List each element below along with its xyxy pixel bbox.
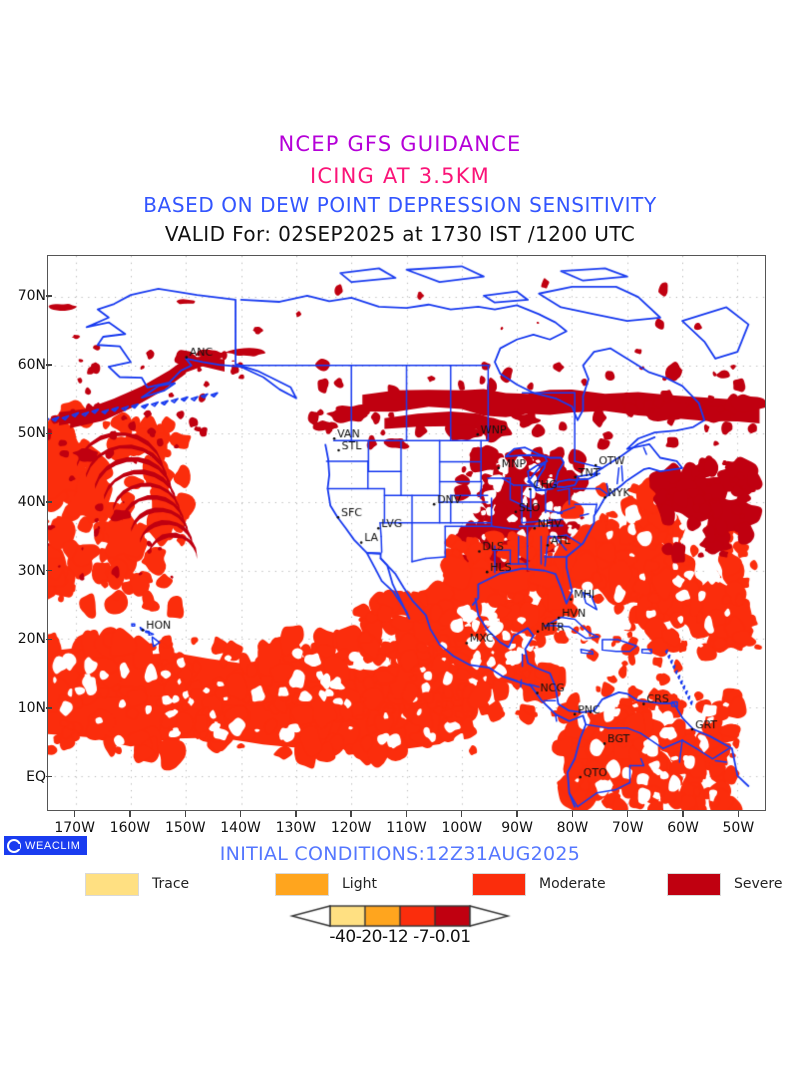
x-axis-tick-label: 100W <box>441 820 483 836</box>
x-axis-tick <box>184 811 186 817</box>
y-axis-tick-label: 50N <box>17 425 46 442</box>
x-axis-tick <box>627 811 629 817</box>
chart-valid-time: VALID For: 02SEP2025 at 1730 IST /1200 U… <box>164 222 636 246</box>
map-plot-area[interactable] <box>47 255 766 811</box>
x-axis-tick-label: 150W <box>164 820 206 836</box>
x-axis-tick-label: 90W <box>501 820 533 836</box>
x-axis-tick <box>129 811 131 817</box>
x-axis-tick-label: 110W <box>386 820 427 836</box>
y-axis-tick-label: 40N <box>17 494 46 511</box>
legend-item-moderate: Moderate <box>472 872 606 896</box>
legend-label: Trace <box>152 876 190 892</box>
x-axis-tick <box>461 811 463 817</box>
y-axis-tick <box>46 775 52 778</box>
x-axis-tick <box>239 811 242 817</box>
chart-title-model: NCEP GFS GUIDANCE <box>278 132 522 156</box>
x-axis-tick-label: 50W <box>722 820 755 836</box>
x-axis-tick-label: 80W <box>556 820 589 836</box>
x-axis-tick <box>73 811 76 817</box>
y-axis-tick-label: 60N <box>17 356 46 373</box>
legend-swatch <box>85 872 139 896</box>
x-axis-tick <box>295 811 297 817</box>
colorbar: -40-20-12 -7-0.01 <box>286 902 514 948</box>
legend-item-trace: Trace <box>85 872 189 896</box>
map-canvas <box>48 256 765 810</box>
colorbar-tick-labels: -40-20-12 -7-0.01 <box>329 927 471 947</box>
x-axis-tick-label: 170W <box>54 820 95 836</box>
x-axis-tick <box>516 811 518 817</box>
x-axis-tick <box>737 811 740 817</box>
y-axis-tick <box>46 364 52 366</box>
y-axis-tick <box>46 501 52 503</box>
legend-swatch <box>472 872 526 896</box>
y-axis-tick <box>46 432 52 435</box>
legend-label: Moderate <box>539 876 606 892</box>
x-axis-tick <box>405 811 408 817</box>
severity-legend: Trace Light Moderate Severe <box>47 872 782 898</box>
weaclim-logo[interactable]: WEACLIM <box>4 836 87 855</box>
colorbar-canvas <box>286 902 514 930</box>
y-axis-tick-label: 70N <box>17 288 46 305</box>
y-axis-tick-label: 10N <box>17 700 46 717</box>
chart-title-product: ICING AT 3.5KM <box>309 164 491 188</box>
y-axis-tick <box>46 570 52 572</box>
legend-label: Severe <box>734 876 783 892</box>
x-axis-longitude: 170W 160W 150W 140W 130W 120W 110W 100W 90W 80W 70… <box>47 811 766 841</box>
x-axis-tick-label: 130W <box>275 820 317 836</box>
y-axis-tick <box>46 638 52 641</box>
x-axis-tick-label: 140W <box>220 820 261 836</box>
chart-subtitle-method: BASED ON DEW POINT DEPRESSION SENSITIVIT… <box>143 193 657 217</box>
legend-label: Light <box>342 876 377 892</box>
x-axis-tick-label: 60W <box>667 820 699 836</box>
y-axis-tick-label: 30N <box>17 562 46 579</box>
x-axis-tick-label: 120W <box>330 820 372 836</box>
y-axis-latitude: 70N 60N 50N 40N 30N 20N 10N EQ <box>0 255 52 811</box>
x-axis-tick-label: 70W <box>611 820 644 836</box>
y-axis-tick-label: 20N <box>17 631 46 648</box>
x-axis-tick <box>682 811 684 817</box>
y-axis-tick <box>46 707 52 709</box>
legend-swatch <box>275 872 329 896</box>
weaclim-logo-text: WEACLIM <box>25 839 81 852</box>
legend-swatch <box>667 872 721 896</box>
initial-conditions-label: INITIAL CONDITIONS:12Z31AUG2025 <box>219 843 581 865</box>
circle-logo-icon <box>7 838 21 853</box>
legend-item-severe: Severe <box>667 872 782 896</box>
x-axis-tick-label: 160W <box>109 820 151 836</box>
x-axis-tick <box>350 811 352 817</box>
x-axis-tick <box>571 811 574 817</box>
y-axis-tick <box>46 295 52 297</box>
legend-item-light: Light <box>275 872 377 896</box>
y-axis-tick-label: EQ <box>26 768 46 785</box>
